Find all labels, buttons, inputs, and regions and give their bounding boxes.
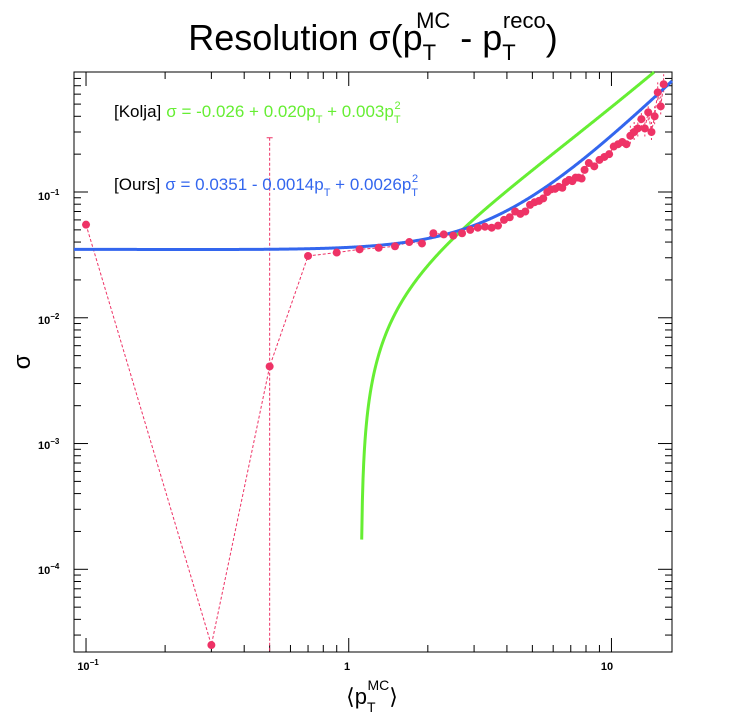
data-points	[82, 80, 668, 650]
major-ticks	[74, 72, 672, 652]
x-axis-label: ⟨pTMC⟩	[346, 677, 398, 715]
data-point	[521, 207, 530, 216]
data-point	[633, 124, 642, 133]
data-point	[207, 641, 216, 650]
data-point	[405, 238, 414, 247]
data-point	[539, 194, 548, 203]
ours-annotation: [Ours] σ = 0.0351 - 0.0014pT + 0.0026pT2	[114, 173, 418, 199]
data-point	[558, 183, 567, 192]
data-point	[637, 115, 646, 124]
x-tick-label-0.1: 10−1	[77, 658, 99, 673]
y-tick-label-1e-2: 10−2	[38, 312, 60, 327]
y-tick-label-1e-1: 10−1	[38, 188, 60, 203]
data-point	[647, 128, 656, 136]
data-point	[429, 229, 438, 238]
data-point	[82, 220, 91, 229]
y-tick-label-1e-3: 10−3	[38, 437, 60, 452]
data-point	[304, 251, 313, 260]
data-point	[590, 162, 599, 171]
x-tick-label-1: 1	[344, 661, 350, 673]
data-point	[650, 112, 659, 121]
plot-frame	[73, 71, 673, 653]
ours-fit-curve	[73, 79, 674, 251]
data-point	[580, 165, 589, 174]
data-point	[656, 102, 665, 111]
minor-ticks	[74, 72, 672, 652]
data-point	[332, 248, 341, 257]
x-tick-label-10: 10	[601, 661, 613, 673]
data-point	[644, 108, 653, 117]
data-point	[391, 242, 399, 251]
data-point	[505, 213, 514, 222]
data-point	[439, 230, 448, 239]
data-point	[487, 223, 496, 232]
data-point	[640, 124, 649, 133]
y-tick-label-1e-4: 10−4	[38, 562, 60, 577]
data-point	[466, 225, 475, 234]
y-axis-label: σ	[9, 354, 36, 369]
chart-title: Resolution σ(pTMC - pTreco)	[188, 8, 557, 65]
kolja-annotation: [Kolja] σ = -0.026 + 0.020pT + 0.003pT2	[114, 100, 401, 126]
data-point	[577, 174, 586, 183]
data-point	[458, 229, 467, 238]
data-point	[473, 223, 482, 232]
data-point	[355, 245, 364, 254]
ours-curve-path	[73, 79, 674, 251]
data-point	[480, 222, 489, 231]
data-point	[622, 140, 631, 149]
data-point	[449, 231, 458, 240]
data-point	[659, 80, 668, 89]
kolja-fit-curve	[360, 70, 656, 540]
data-point	[494, 221, 503, 230]
data-point	[417, 239, 426, 248]
data-point	[374, 243, 383, 252]
data-point	[653, 88, 662, 97]
kolja-curve-path	[360, 70, 656, 540]
data-point	[265, 362, 274, 371]
data-point	[605, 150, 614, 159]
